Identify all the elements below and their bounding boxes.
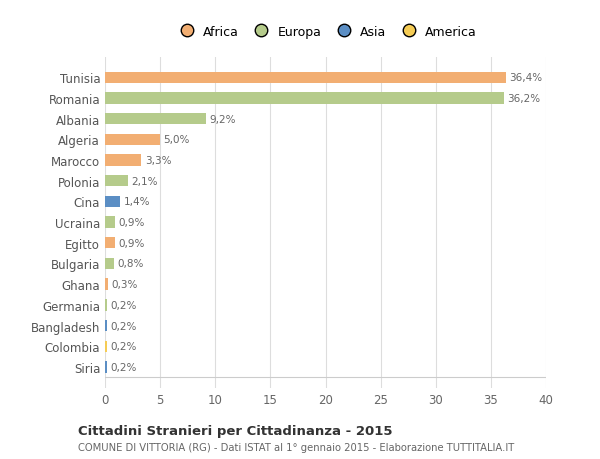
Text: 0,2%: 0,2% <box>110 341 137 352</box>
Text: 0,3%: 0,3% <box>112 280 138 290</box>
Text: 2,1%: 2,1% <box>131 176 158 186</box>
Bar <box>105 73 506 84</box>
Bar <box>105 279 109 290</box>
Text: 0,2%: 0,2% <box>110 362 137 372</box>
Text: 1,4%: 1,4% <box>124 197 150 207</box>
Text: 9,2%: 9,2% <box>210 114 236 124</box>
Text: COMUNE DI VITTORIA (RG) - Dati ISTAT al 1° gennaio 2015 - Elaborazione TUTTITALI: COMUNE DI VITTORIA (RG) - Dati ISTAT al … <box>78 442 514 452</box>
Bar <box>105 93 504 104</box>
Text: 0,8%: 0,8% <box>117 259 143 269</box>
Bar <box>105 114 206 125</box>
Bar <box>105 196 121 207</box>
Text: 0,9%: 0,9% <box>118 218 145 228</box>
Text: 3,3%: 3,3% <box>145 156 171 166</box>
Text: 5,0%: 5,0% <box>163 135 190 145</box>
Text: Cittadini Stranieri per Cittadinanza - 2015: Cittadini Stranieri per Cittadinanza - 2… <box>78 425 392 437</box>
Text: 0,2%: 0,2% <box>110 300 137 310</box>
Text: 36,2%: 36,2% <box>508 94 541 104</box>
Bar <box>105 362 107 373</box>
Bar <box>105 320 107 331</box>
Bar <box>105 238 115 249</box>
Text: 0,2%: 0,2% <box>110 321 137 331</box>
Legend: Africa, Europa, Asia, America: Africa, Europa, Asia, America <box>174 26 477 39</box>
Text: 0,9%: 0,9% <box>118 238 145 248</box>
Bar <box>105 176 128 187</box>
Bar <box>105 217 115 228</box>
Bar <box>105 134 160 146</box>
Text: 36,4%: 36,4% <box>509 73 543 83</box>
Bar <box>105 155 142 166</box>
Bar <box>105 300 107 311</box>
Bar <box>105 341 107 352</box>
Bar <box>105 258 114 269</box>
